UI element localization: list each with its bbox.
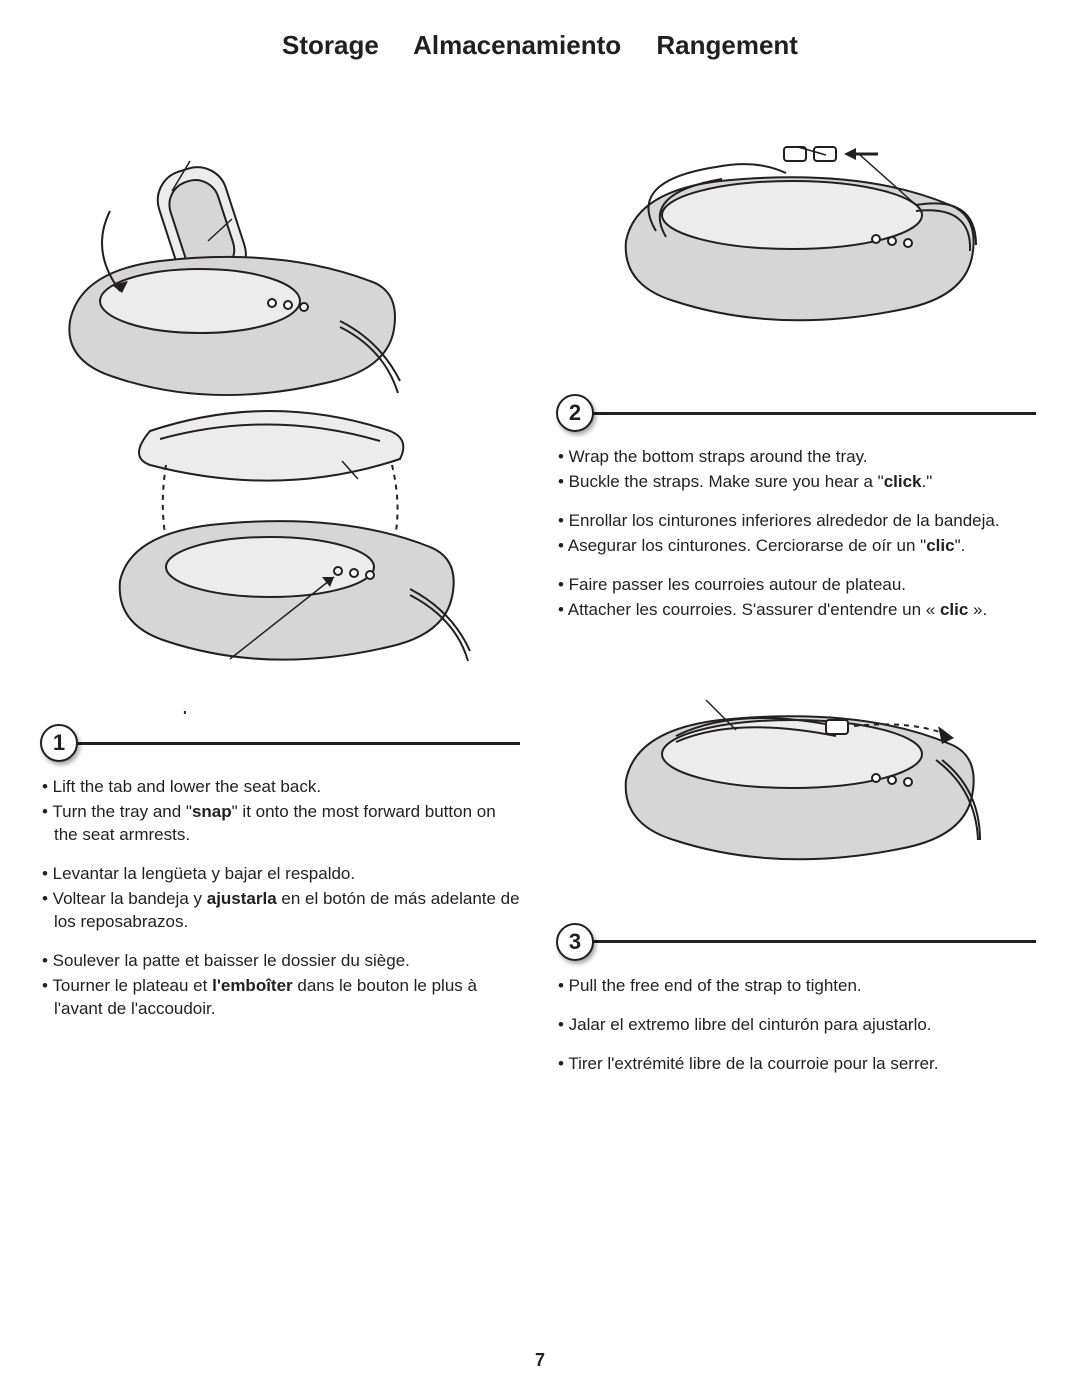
step-2-fr: • Faire passer les courroies autour de p… [556, 574, 1036, 622]
step-1-en: • Lift the tab and lower the seat back. … [40, 776, 520, 847]
step-3-en: • Pull the free end of the strap to tigh… [556, 975, 1036, 998]
step-3-rule [590, 940, 1036, 943]
step-1-es: • Levantar la lengüeta y bajar el respal… [40, 863, 520, 934]
figure-2-wrap: Bottom Straps Cinturones inferiores Cour… [556, 91, 1036, 386]
step-3-fr: • Tirer l'extrémité libre de la courroie… [556, 1053, 1036, 1076]
left-column: Seat Back Respaldo Dossier du siège Tab … [40, 91, 520, 1091]
figure-2 [556, 91, 1026, 381]
step-1-header: 1 [40, 724, 520, 762]
step-2-number: 2 [556, 394, 594, 432]
step-2-rule [590, 412, 1036, 415]
step-3-text: • Pull the free end of the strap to tigh… [556, 975, 1036, 1076]
step-3-header: 3 [556, 923, 1036, 961]
page-number: 7 [0, 1350, 1080, 1371]
figure-3-wrap: Bottom Strap Cinturón inferior Courroie … [556, 640, 1036, 915]
step-1-number: 1 [40, 724, 78, 762]
step-3-es: • Jalar el extremo libre del cinturón pa… [556, 1014, 1036, 1037]
step-2-es: • Enrollar los cinturones inferiores alr… [556, 510, 1036, 558]
step-2-text: • Wrap the bottom straps around the tray… [556, 446, 1036, 622]
figure-1-wrap: Seat Back Respaldo Dossier du siège Tab … [40, 91, 520, 716]
step-1-fr: • Soulever la patte et baisser le dossie… [40, 950, 520, 1021]
right-column: Bottom Straps Cinturones inferiores Cour… [556, 91, 1036, 1091]
step-1-rule [74, 742, 520, 745]
step-3-number: 3 [556, 923, 594, 961]
step-1-text: • Lift the tab and lower the seat back. … [40, 776, 520, 1020]
figure-1 [40, 91, 510, 711]
step-2-header: 2 [556, 394, 1036, 432]
figure-3 [556, 640, 1026, 910]
page-title: Storage Almacenamiento Rangement [40, 30, 1040, 61]
step-2-en: • Wrap the bottom straps around the tray… [556, 446, 1036, 494]
